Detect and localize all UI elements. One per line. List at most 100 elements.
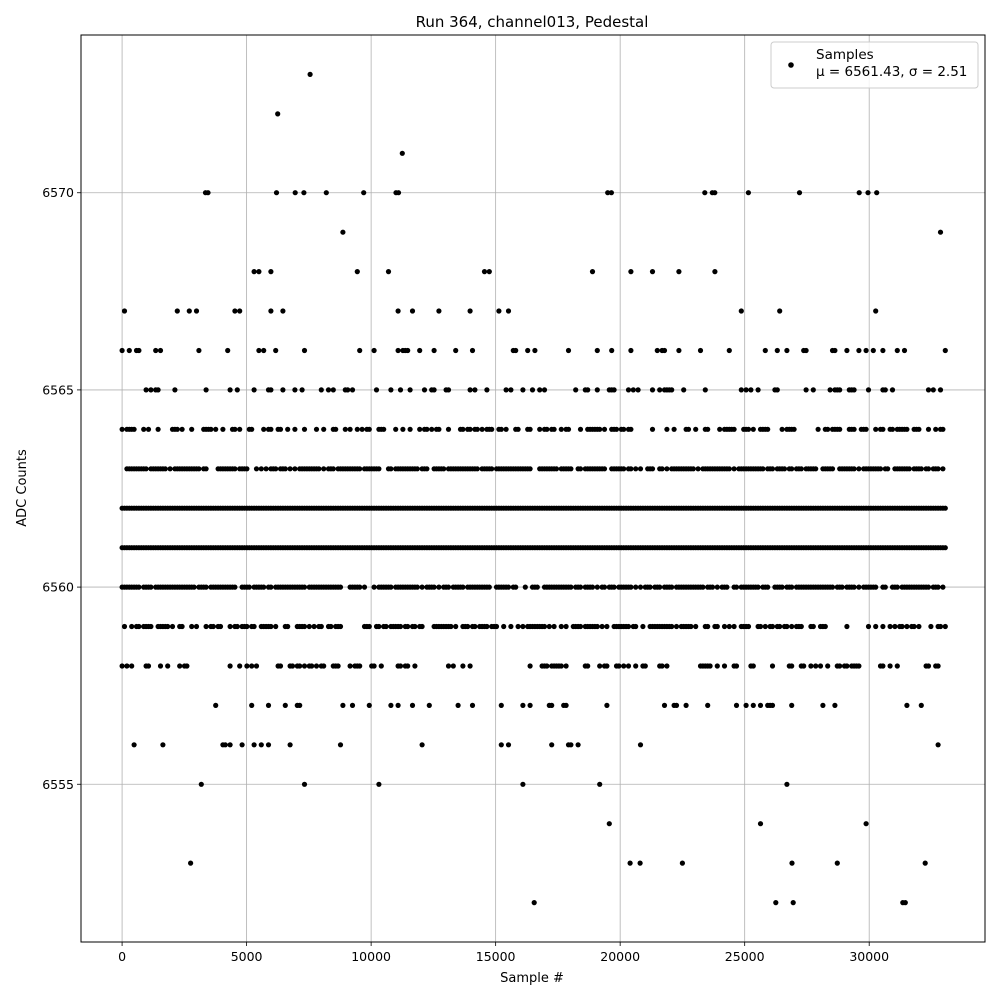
sample-point — [611, 584, 617, 590]
sample-point — [882, 584, 888, 590]
sample-point — [942, 545, 948, 551]
sample-point — [414, 584, 420, 590]
sample-point — [268, 308, 274, 314]
outlier-point — [745, 190, 752, 196]
sample-point — [549, 702, 555, 709]
sample-point — [467, 663, 473, 669]
sample-point — [520, 781, 526, 787]
sample-point — [313, 426, 320, 432]
sample-point — [647, 584, 653, 590]
sample-point — [733, 702, 740, 709]
x-tick-label: 10000 — [351, 949, 391, 964]
sample-point — [426, 702, 432, 709]
sample-point — [417, 426, 423, 432]
sample-point — [405, 347, 411, 354]
sample-point — [765, 584, 771, 590]
sample-point — [789, 584, 795, 590]
sample-point — [774, 387, 780, 393]
sample-point — [935, 584, 941, 590]
outlier-point — [605, 190, 611, 196]
sample-point — [683, 702, 689, 709]
sample-point — [421, 387, 428, 393]
sample-point — [318, 387, 324, 393]
sample-point — [280, 308, 286, 314]
sample-point — [621, 663, 627, 669]
sample-point — [942, 623, 948, 630]
sample-point — [292, 387, 298, 393]
sample-point — [520, 702, 526, 709]
sample-point — [222, 742, 228, 748]
sample-point — [299, 387, 305, 393]
sample-point — [856, 584, 862, 590]
sample-point — [436, 308, 442, 314]
sample-point — [822, 623, 828, 630]
y-axis-label: ADC Counts — [15, 449, 30, 527]
sample-point — [829, 466, 836, 472]
sample-point — [196, 347, 202, 354]
sample-point — [357, 663, 363, 669]
sample-point — [885, 466, 891, 472]
sample-point — [445, 387, 452, 393]
sample-point — [594, 623, 600, 630]
sample-point — [635, 387, 641, 393]
sample-point — [664, 466, 670, 472]
sample-point — [489, 426, 495, 432]
sample-point — [925, 426, 932, 432]
sample-point — [424, 426, 430, 432]
sample-point — [613, 426, 620, 432]
sample-point — [657, 584, 663, 590]
sample-point — [371, 663, 377, 669]
sample-point — [733, 584, 740, 590]
plot-area-background — [81, 35, 985, 942]
sample-point — [189, 623, 195, 630]
sample-point — [928, 623, 934, 630]
sample-point — [637, 742, 644, 748]
sample-point — [750, 663, 756, 669]
sample-point — [544, 663, 550, 669]
sample-point — [349, 702, 356, 709]
sample-point — [469, 702, 476, 709]
sample-point — [232, 466, 238, 472]
sample-point — [301, 584, 308, 590]
sample-point — [349, 387, 356, 393]
outlier-point — [395, 190, 402, 196]
sample-point — [277, 663, 284, 669]
sample-point — [642, 663, 648, 669]
sample-point — [496, 308, 502, 314]
sample-point — [918, 702, 924, 709]
sample-point — [621, 426, 627, 432]
sample-point — [179, 623, 185, 630]
sample-point — [887, 663, 893, 669]
sample-point — [664, 426, 670, 432]
sample-point — [237, 426, 243, 432]
sample-point — [839, 584, 845, 590]
sample-point — [873, 426, 879, 432]
sample-point — [505, 308, 512, 314]
sample-point — [527, 663, 533, 669]
sample-point — [707, 663, 713, 669]
sample-point — [165, 663, 171, 669]
sample-point — [856, 663, 862, 669]
sample-point — [527, 466, 533, 472]
sample-point — [628, 426, 634, 432]
sample-point — [690, 466, 696, 472]
sample-point — [894, 347, 900, 354]
sample-point — [769, 663, 776, 669]
sample-point — [789, 623, 795, 630]
sample-point — [815, 426, 821, 432]
sample-point — [541, 387, 548, 393]
legend-entry-stats: μ = 6561.43, σ = 2.51 — [816, 64, 967, 80]
sample-point — [498, 702, 504, 709]
sample-point — [873, 623, 879, 630]
sample-point — [721, 663, 728, 669]
outlier-point — [773, 900, 779, 906]
sample-point — [827, 387, 833, 393]
sample-point — [537, 426, 543, 432]
sample-point — [213, 702, 219, 709]
sample-point — [153, 347, 159, 354]
sample-point — [508, 623, 514, 630]
sample-point — [916, 426, 922, 432]
sample-point — [551, 426, 557, 432]
sample-point — [769, 623, 776, 630]
sample-point — [568, 742, 574, 748]
